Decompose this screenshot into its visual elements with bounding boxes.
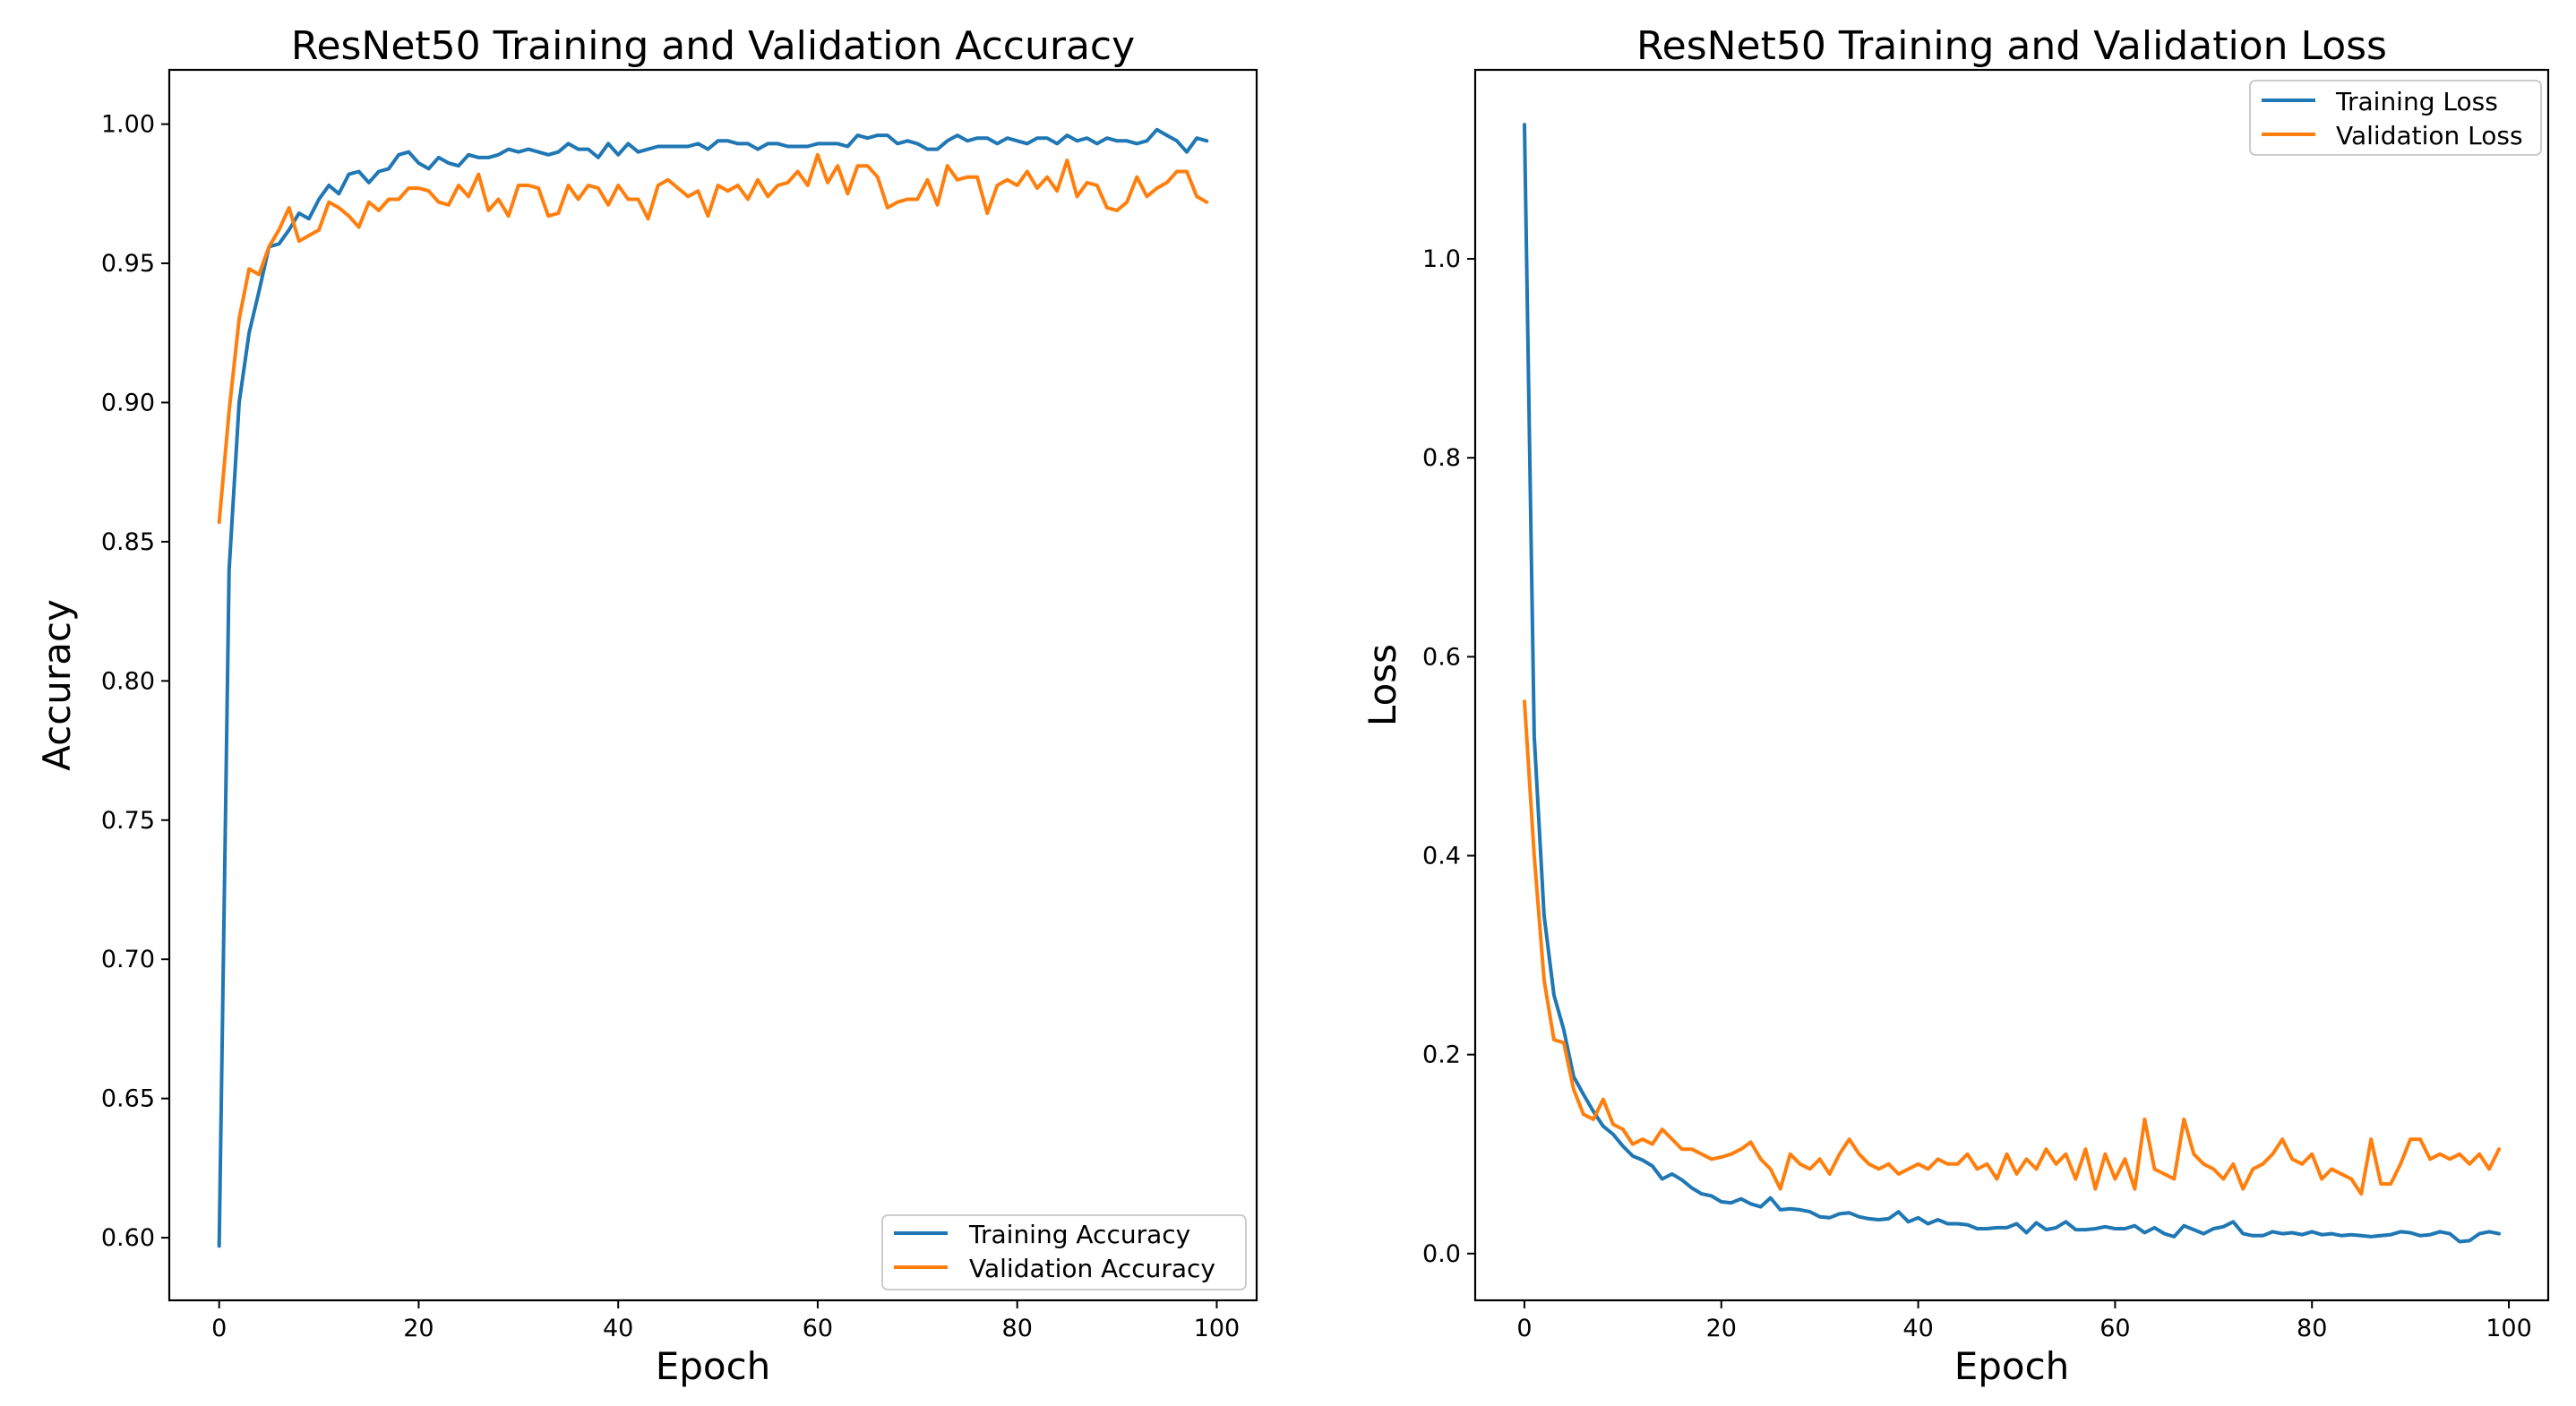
accuracy-x-axis-label: Epoch	[656, 1344, 771, 1388]
accuracy-x-tick-label: 80	[1002, 1315, 1033, 1342]
accuracy-x-tick-label: 40	[603, 1315, 633, 1342]
loss-axis-ticks: 0 20 40 60 80 100 0.0 0.2 0.4 0.6 0.8 1.0	[1422, 245, 2532, 1342]
accuracy-chart: ResNet50 Training and Validation Accurac…	[35, 23, 1258, 1388]
accuracy-x-tick-label: 20	[403, 1315, 434, 1342]
loss-y-axis-label: Loss	[1361, 644, 1404, 726]
accuracy-chart-title: ResNet50 Training and Validation Accurac…	[291, 23, 1135, 69]
loss-y-tick-label: 1.0	[1422, 245, 1461, 273]
loss-chart: ResNet50 Training and Validation Loss 0 2…	[1361, 23, 2550, 1388]
accuracy-legend-training-label: Training Accuracy	[968, 1220, 1190, 1249]
accuracy-x-tick-label: 0	[211, 1315, 227, 1342]
loss-y-tick-label: 0.8	[1422, 444, 1461, 472]
loss-series-validation-loss	[1523, 699, 2501, 1196]
accuracy-x-tick-label: 60	[803, 1315, 833, 1342]
loss-y-tick-label: 0.6	[1422, 643, 1461, 671]
accuracy-y-tick-label: 0.85	[101, 528, 155, 556]
accuracy-series-validation-accuracy	[217, 152, 1209, 525]
loss-chart-title: ResNet50 Training and Validation Loss	[1636, 23, 2387, 69]
loss-legend-validation-label: Validation Loss	[2336, 121, 2523, 150]
loss-plot-area	[1523, 123, 2501, 1244]
accuracy-y-tick-label: 0.75	[101, 807, 155, 835]
loss-y-tick-label: 0.0	[1422, 1240, 1461, 1268]
accuracy-y-tick-label: 0.70	[101, 946, 155, 973]
loss-axes-frame	[1473, 68, 2550, 1302]
loss-y-tick-label: 0.2	[1422, 1042, 1461, 1069]
accuracy-y-tick-label: 0.80	[101, 667, 155, 695]
loss-series-training-loss	[1523, 123, 2501, 1244]
loss-x-tick-label: 60	[2099, 1315, 2130, 1342]
accuracy-axes-frame	[167, 68, 1258, 1302]
accuracy-legend-validation-label: Validation Accuracy	[969, 1254, 1215, 1283]
loss-legend-training-label: Training Loss	[2335, 87, 2498, 116]
loss-x-tick-label: 0	[1516, 1315, 1532, 1342]
accuracy-x-tick-label: 100	[1194, 1315, 1241, 1342]
loss-y-tick-label: 0.4	[1422, 842, 1461, 870]
accuracy-y-axis-label: Accuracy	[35, 599, 79, 771]
accuracy-y-tick-label: 0.95	[101, 250, 155, 278]
accuracy-legend: Training Accuracy Validation Accuracy	[881, 1214, 1247, 1290]
accuracy-y-tick-label: 1.00	[101, 111, 155, 139]
accuracy-y-tick-label: 0.60	[101, 1224, 155, 1252]
loss-x-tick-label: 20	[1706, 1315, 1737, 1342]
accuracy-plot-area	[217, 127, 1209, 1248]
loss-x-tick-label: 80	[2297, 1315, 2327, 1342]
loss-x-tick-label: 40	[1902, 1315, 1933, 1342]
loss-x-tick-label: 100	[2486, 1315, 2532, 1342]
accuracy-y-tick-label: 0.65	[101, 1085, 155, 1113]
accuracy-axis-ticks: 0 20 40 60 80 100 0.60 0.65 0.70 0.75 0.80 0.85 0.90…	[101, 111, 1240, 1342]
loss-legend-box	[2249, 80, 2542, 156]
loss-legend: Training Loss Validation Loss	[2249, 80, 2542, 156]
accuracy-y-tick-label: 0.90	[101, 389, 155, 416]
accuracy-series-training-accuracy	[217, 127, 1209, 1248]
loss-x-axis-label: Epoch	[1954, 1344, 2070, 1388]
accuracy-legend-box	[881, 1214, 1247, 1290]
